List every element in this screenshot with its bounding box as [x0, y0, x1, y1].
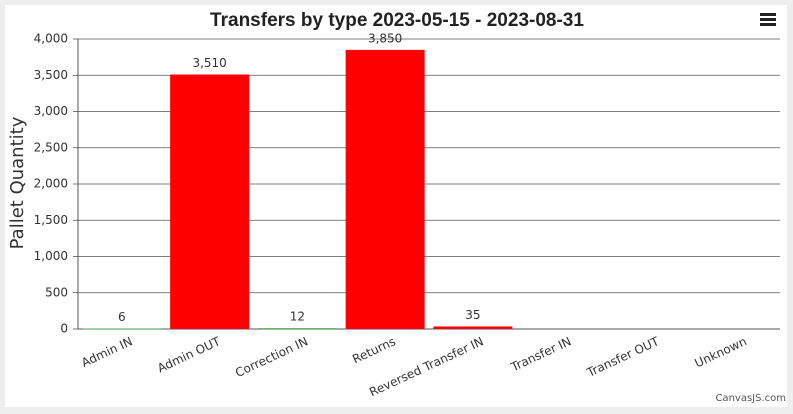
value-label: 3,850: [368, 31, 402, 45]
y-tick-label: 2,000: [34, 177, 68, 191]
bar: [257, 328, 337, 330]
chart-title: Transfers by type 2023-05-15 - 2023-08-3…: [210, 10, 584, 31]
y-tick-label: 3,000: [34, 104, 68, 118]
y-tick-label: 1,500: [34, 213, 68, 227]
y-tick-label: 2,500: [34, 140, 68, 154]
y-tick-label: 1,000: [34, 249, 68, 263]
menu-button[interactable]: [760, 13, 776, 26]
y-tick-label: 3,500: [34, 68, 68, 82]
value-label: 12: [290, 310, 305, 324]
value-label: 35: [465, 308, 480, 322]
value-label: 6: [118, 310, 126, 324]
y-tick-label: 500: [45, 285, 68, 299]
bar: [82, 328, 162, 330]
bar: [433, 326, 513, 329]
credit[interactable]: CanvasJS.com: [715, 393, 786, 404]
bar: [170, 74, 250, 330]
y-tick-label: 4,000: [34, 32, 68, 46]
value-label: 3,510: [192, 56, 226, 70]
y-axis-title: Pallet Quantity: [7, 116, 28, 249]
bar: [345, 49, 425, 329]
y-tick-label: 0: [60, 322, 68, 336]
